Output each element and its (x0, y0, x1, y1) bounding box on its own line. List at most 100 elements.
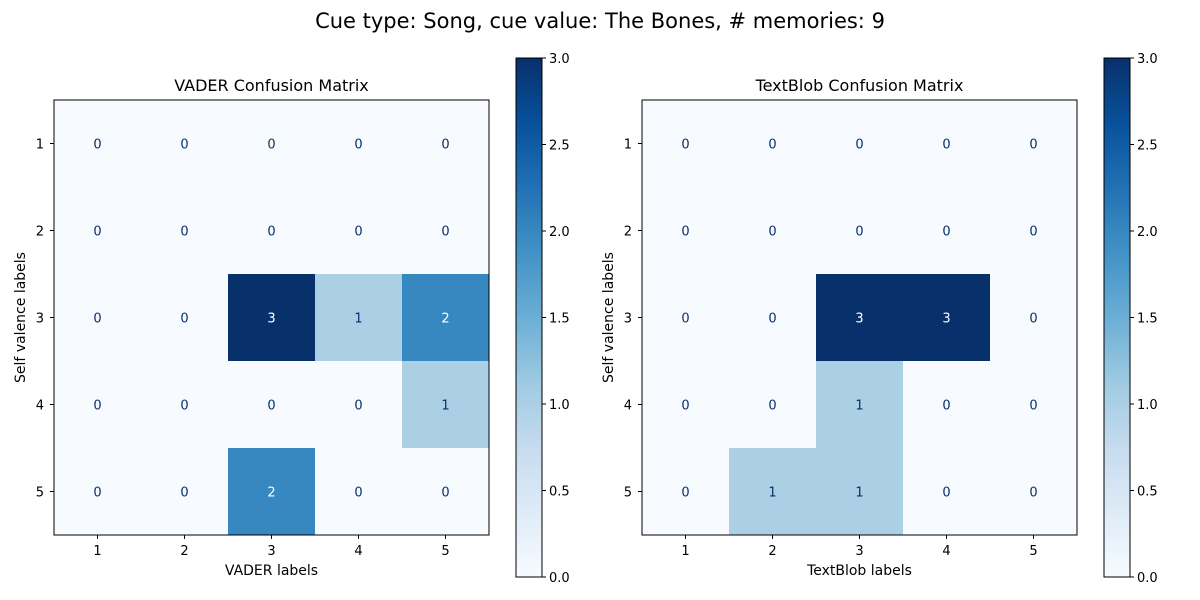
colorbar-tick-label: 1.5 (549, 312, 570, 327)
cell-value-label: 0 (354, 138, 362, 153)
matrix-cell (141, 448, 229, 536)
cell-value-label: 0 (93, 225, 101, 240)
matrix-cell (903, 100, 991, 188)
y-tick-label: 5 (36, 486, 44, 501)
matrix-cell (729, 448, 817, 536)
cell-value-label: 0 (855, 138, 863, 153)
matrix-cell (642, 187, 730, 275)
colorbar-tick-label: 1.0 (549, 398, 570, 413)
y-tick-label: 3 (36, 312, 44, 327)
matrix-cell (228, 274, 316, 362)
matrix-cell (729, 187, 817, 275)
matrix-cell (990, 274, 1078, 362)
matrix-cell (54, 187, 142, 275)
x-tick-label: 2 (768, 544, 776, 559)
cell-value-label: 0 (180, 312, 188, 327)
matrix-cell (228, 100, 316, 188)
cell-value-label: 0 (681, 225, 689, 240)
matrix-panel-1: 0 0 0 0 0 0 0 0 0 0 0 0 3 1 2 0 0 0 0 1 0 0 2 0 0 1 2 3 4 5 1 2 3 4 5 VADER… (13, 52, 570, 586)
panel-title: VADER Confusion Matrix (174, 76, 369, 95)
cell-value-label: 0 (1029, 486, 1037, 501)
cell-value-label: 0 (942, 138, 950, 153)
cell-value-label: 0 (354, 399, 362, 414)
y-axis-label: Self valence labels (601, 252, 617, 383)
x-tick-label: 1 (93, 544, 101, 559)
cell-value-label: 0 (942, 225, 950, 240)
y-tick-label: 4 (624, 399, 632, 414)
cell-value-label: 1 (855, 399, 863, 414)
cell-value-label: 0 (768, 312, 776, 327)
cell-value-label: 2 (267, 486, 275, 501)
cell-value-label: 0 (681, 138, 689, 153)
matrix-cell (141, 274, 229, 362)
matrix-cell (402, 187, 490, 275)
matrix-cell (816, 448, 904, 536)
cell-value-label: 0 (267, 399, 275, 414)
colorbar-tick-label: 2.5 (1137, 139, 1158, 154)
y-tick-label: 5 (624, 486, 632, 501)
matrix-cell (54, 448, 142, 536)
matrix-cell (903, 187, 991, 275)
x-axis-label: VADER labels (225, 563, 318, 579)
x-tick-label: 5 (1029, 544, 1037, 559)
matrix-cell (228, 187, 316, 275)
colorbar-tick-label: 1.0 (1137, 398, 1158, 413)
cell-value-label: 1 (768, 486, 776, 501)
cell-value-label: 1 (441, 399, 449, 414)
y-tick-label: 1 (624, 138, 632, 153)
matrix-cell (903, 448, 991, 536)
cell-value-label: 0 (93, 399, 101, 414)
matrix-cell (315, 448, 403, 536)
matrix-cell (402, 361, 490, 449)
cell-value-label: 0 (180, 399, 188, 414)
colorbar-tick-label: 0.0 (1137, 571, 1158, 586)
colorbar-tick-label: 2.0 (549, 225, 570, 240)
colorbar-tick-label: 1.5 (1137, 312, 1158, 327)
matrix-cell (903, 274, 991, 362)
cell-value-label: 0 (1029, 138, 1037, 153)
colorbar-tick-label: 0.0 (549, 571, 570, 586)
cell-value-label: 0 (681, 486, 689, 501)
cell-value-label: 0 (441, 225, 449, 240)
cell-value-label: 0 (441, 138, 449, 153)
y-tick-label: 1 (36, 138, 44, 153)
figure-suptitle: Cue type: Song, cue value: The Bones, # … (315, 9, 885, 33)
matrix-cell (141, 361, 229, 449)
panel-title: TextBlob Confusion Matrix (755, 76, 964, 95)
cell-value-label: 0 (267, 225, 275, 240)
cell-value-label: 3 (267, 312, 275, 327)
cell-value-label: 0 (768, 225, 776, 240)
matrix-cell (228, 448, 316, 536)
matrix-cell (402, 100, 490, 188)
matrix-cell (642, 274, 730, 362)
matrix-cell (141, 187, 229, 275)
matrix-cell (402, 448, 490, 536)
cell-value-label: 0 (1029, 225, 1037, 240)
y-tick-label: 2 (36, 225, 44, 240)
cell-value-label: 0 (180, 225, 188, 240)
cell-value-label: 0 (768, 138, 776, 153)
colorbar-tick-label: 2.0 (1137, 225, 1158, 240)
matrix-panel-2: 0 0 0 0 0 0 0 0 0 0 0 0 3 3 0 0 0 1 0 0 0 1 1 0 0 1 2 3 4 5 1 2 3 4 5 TextB… (601, 52, 1158, 586)
matrix-cell (315, 187, 403, 275)
cell-value-label: 3 (942, 312, 950, 327)
matrix-cell (816, 361, 904, 449)
cell-value-label: 0 (267, 138, 275, 153)
matrix-cell (990, 187, 1078, 275)
cell-value-label: 0 (354, 225, 362, 240)
cell-value-label: 0 (768, 399, 776, 414)
matrix-cell (642, 100, 730, 188)
matrix-cell (729, 274, 817, 362)
cell-value-label: 0 (681, 312, 689, 327)
matrix-cell (54, 361, 142, 449)
matrix-cell (816, 274, 904, 362)
cell-value-label: 0 (681, 399, 689, 414)
cell-value-label: 0 (93, 486, 101, 501)
matrix-cell (315, 100, 403, 188)
cell-value-label: 0 (1029, 312, 1037, 327)
colorbar (1103, 57, 1131, 578)
x-tick-label: 3 (267, 544, 275, 559)
cell-value-label: 2 (441, 312, 449, 327)
cell-value-label: 1 (354, 312, 362, 327)
